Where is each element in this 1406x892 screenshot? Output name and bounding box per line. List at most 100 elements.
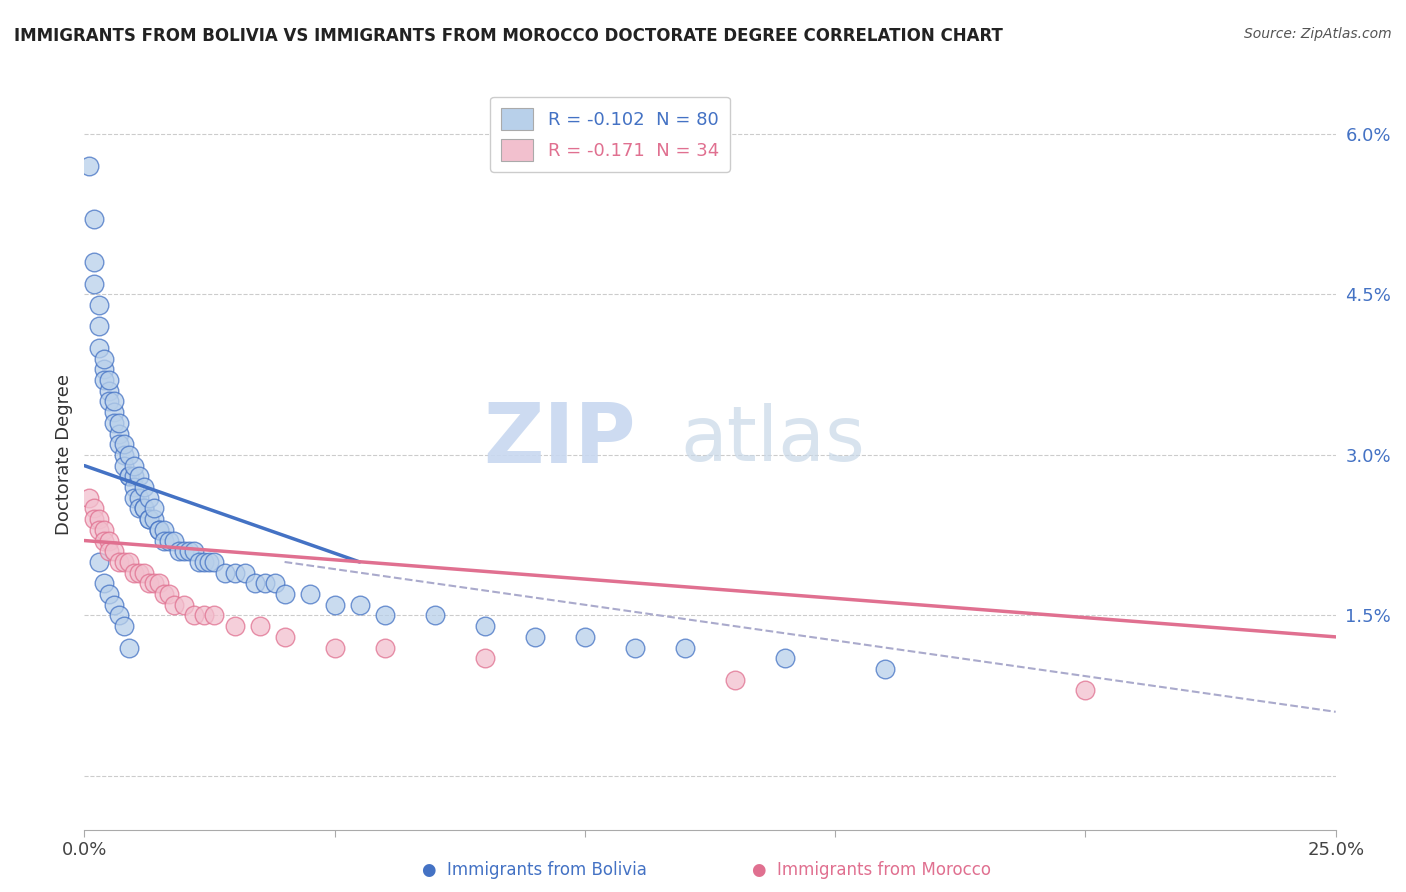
Point: [153, 523, 176, 537]
Point: [169, 544, 191, 558]
Point: [128, 501, 150, 516]
Point: [98, 587, 121, 601]
Point: [93, 576, 115, 591]
Text: Source: ZipAtlas.com: Source: ZipAtlas.com: [1244, 27, 1392, 41]
Point: [124, 458, 146, 473]
Point: [103, 416, 125, 430]
Point: [214, 566, 236, 580]
Point: [134, 480, 156, 494]
Point: [148, 576, 170, 591]
Point: [1074, 683, 1097, 698]
Point: [875, 662, 897, 676]
Point: [224, 566, 246, 580]
Point: [143, 576, 166, 591]
Point: [108, 555, 131, 569]
Point: [112, 437, 135, 451]
Point: [103, 405, 125, 419]
Point: [163, 598, 186, 612]
Point: [98, 544, 121, 558]
Y-axis label: Doctorate Degree: Doctorate Degree: [55, 375, 73, 535]
Point: [134, 566, 156, 580]
Text: ●  Immigrants from Bolivia: ● Immigrants from Bolivia: [422, 861, 647, 879]
Point: [89, 523, 111, 537]
Point: [183, 608, 205, 623]
Point: [118, 448, 141, 462]
Point: [83, 501, 105, 516]
Point: [193, 555, 215, 569]
Point: [98, 373, 121, 387]
Point: [273, 630, 295, 644]
Point: [148, 523, 170, 537]
Point: [103, 394, 125, 409]
Point: [89, 512, 111, 526]
Point: [204, 608, 226, 623]
Point: [108, 416, 131, 430]
Point: [624, 640, 647, 655]
Point: [188, 555, 211, 569]
Text: IMMIGRANTS FROM BOLIVIA VS IMMIGRANTS FROM MOROCCO DOCTORATE DEGREE CORRELATION : IMMIGRANTS FROM BOLIVIA VS IMMIGRANTS FR…: [14, 27, 1002, 45]
Text: ZIP: ZIP: [484, 400, 636, 481]
Point: [253, 576, 276, 591]
Point: [83, 512, 105, 526]
Point: [93, 523, 115, 537]
Point: [323, 598, 346, 612]
Point: [103, 598, 125, 612]
Point: [159, 587, 181, 601]
Point: [724, 673, 747, 687]
Point: [112, 448, 135, 462]
Point: [93, 373, 115, 387]
Point: [153, 587, 176, 601]
Point: [163, 533, 186, 548]
Point: [118, 640, 141, 655]
Point: [79, 491, 101, 505]
Point: [153, 533, 176, 548]
Point: [124, 469, 146, 483]
Point: [118, 555, 141, 569]
Point: [193, 608, 215, 623]
Point: [143, 512, 166, 526]
Point: [323, 640, 346, 655]
Point: [124, 566, 146, 580]
Point: [128, 491, 150, 505]
Point: [124, 491, 146, 505]
Point: [83, 255, 105, 269]
Point: [374, 608, 396, 623]
Legend: R = -0.102  N = 80, R = -0.171  N = 34: R = -0.102 N = 80, R = -0.171 N = 34: [491, 97, 730, 171]
Point: [148, 523, 170, 537]
Point: [224, 619, 246, 633]
Point: [118, 469, 141, 483]
Text: atlas: atlas: [681, 403, 865, 477]
Point: [474, 651, 496, 665]
Point: [128, 469, 150, 483]
Point: [173, 544, 195, 558]
Point: [93, 533, 115, 548]
Point: [159, 533, 181, 548]
Point: [89, 298, 111, 312]
Point: [243, 576, 266, 591]
Point: [98, 533, 121, 548]
Point: [673, 640, 696, 655]
Point: [83, 277, 105, 291]
Point: [249, 619, 271, 633]
Point: [89, 555, 111, 569]
Point: [83, 212, 105, 227]
Text: ●  Immigrants from Morocco: ● Immigrants from Morocco: [752, 861, 991, 879]
Point: [79, 159, 101, 173]
Point: [523, 630, 546, 644]
Point: [112, 555, 135, 569]
Point: [134, 501, 156, 516]
Point: [103, 544, 125, 558]
Point: [773, 651, 796, 665]
Point: [233, 566, 256, 580]
Point: [138, 512, 160, 526]
Point: [574, 630, 596, 644]
Point: [93, 351, 115, 366]
Point: [108, 608, 131, 623]
Point: [124, 480, 146, 494]
Point: [138, 491, 160, 505]
Point: [474, 619, 496, 633]
Point: [423, 608, 446, 623]
Point: [204, 555, 226, 569]
Point: [98, 394, 121, 409]
Point: [93, 362, 115, 376]
